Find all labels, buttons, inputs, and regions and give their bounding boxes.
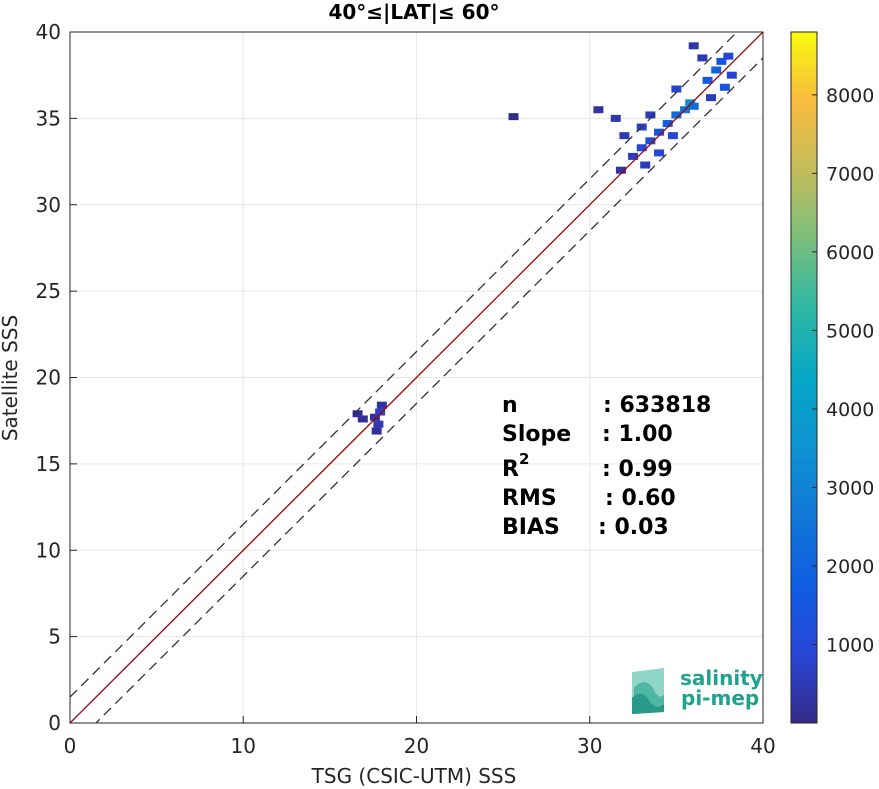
density-cell [376, 401, 387, 409]
y-axis-ticks: 0 5 10 15 20 25 30 35 40 [36, 20, 77, 735]
salinity-pi-mep-logo: salinity pi-mep [632, 666, 763, 714]
density-cell [645, 111, 656, 119]
stat-n-value: : 633818 [603, 393, 711, 418]
reference-line [95, 57, 763, 723]
logo-text-salinity: salinity [680, 666, 763, 690]
logo-text-pi-mep: pi-mep [681, 686, 759, 710]
density-cell [711, 66, 722, 74]
stat-bias-label: BIAS [502, 515, 560, 540]
density-cells [352, 42, 737, 435]
colorbar-tick-label: 2000 [826, 556, 874, 578]
wave-logo-icon [632, 668, 664, 714]
density-cell [688, 42, 699, 50]
density-cell [610, 114, 621, 122]
density-cell [667, 132, 678, 140]
density-cell [706, 94, 717, 102]
density-cell [697, 54, 708, 62]
colorbar [790, 31, 818, 724]
stat-r2-value: : 0.99 [602, 457, 673, 482]
stat-n-label: n [502, 393, 518, 418]
y-tick-label: 0 [48, 711, 61, 735]
density-cell [645, 137, 656, 145]
stat-rms-label: RMS [502, 486, 557, 511]
stat-bias-value: : 0.03 [598, 515, 669, 540]
density-cell [726, 71, 737, 79]
reference-line [70, 32, 738, 698]
density-cell [371, 427, 382, 435]
stat-slope-label: Slope [502, 422, 571, 447]
stat-slope-value: : 1.00 [602, 422, 673, 447]
density-cell [615, 166, 626, 174]
density-cell [719, 83, 730, 91]
stat-rms-value: : 0.60 [605, 486, 676, 511]
stat-r2-superscript: 2 [519, 450, 529, 468]
density-cell [357, 415, 368, 423]
density-cell [508, 113, 519, 121]
density-cell [373, 420, 384, 428]
colorbar-tick-label: 6000 [826, 242, 874, 264]
stats-box: n : 633818 Slope : 1.00 R 2 : 0.99 RMS :… [502, 393, 711, 540]
x-tick-label: 30 [577, 734, 602, 758]
reference-lines [70, 32, 763, 723]
chart-title: 40°≤|LAT|≤ 60° [328, 0, 499, 24]
y-tick-label: 10 [36, 538, 61, 562]
density-cell [369, 413, 380, 421]
density-cell [671, 85, 682, 93]
density-cell [716, 57, 727, 65]
density-cell [640, 161, 651, 169]
stat-r2-label: R [502, 457, 519, 482]
colorbar-tick-label: 1000 [826, 634, 874, 656]
density-cell [654, 128, 665, 136]
colorbar-tick-label: 8000 [826, 85, 874, 107]
y-tick-label: 5 [48, 625, 61, 649]
density-cell [636, 144, 647, 152]
density-cell [662, 120, 673, 128]
colorbar-tick-label: 7000 [826, 163, 874, 185]
colorbar-tick-label: 5000 [826, 320, 874, 342]
x-axis-label: TSG (CSIC-UTM) SSS [311, 764, 517, 788]
density-cell [723, 52, 734, 60]
reference-line [70, 32, 763, 723]
y-tick-label: 25 [36, 279, 61, 303]
colorbar-ticks: 1000 2000 3000 4000 5000 6000 7000 8000 [812, 85, 874, 656]
colorbar-tick-label: 3000 [826, 477, 874, 499]
x-tick-label: 20 [404, 734, 429, 758]
density-cell [352, 410, 363, 418]
density-cell [671, 111, 682, 119]
density-cell [702, 76, 713, 84]
y-axis-label: Satellite SSS [0, 315, 22, 441]
density-cell [628, 152, 639, 160]
y-tick-label: 20 [36, 366, 61, 390]
colorbar-tick-label: 4000 [826, 399, 874, 421]
x-tick-label: 0 [64, 734, 77, 758]
density-cell [688, 102, 699, 110]
y-tick-label: 40 [36, 20, 61, 44]
x-tick-label: 10 [231, 734, 256, 758]
density-cell [654, 149, 665, 157]
y-tick-label: 15 [36, 452, 61, 476]
y-tick-label: 35 [36, 106, 61, 130]
density-cell [619, 132, 630, 140]
density-cell [375, 408, 386, 416]
x-tick-label: 40 [750, 734, 775, 758]
x-axis-ticks: 0 10 20 30 40 [64, 716, 776, 758]
density-cell [593, 106, 604, 114]
y-tick-label: 30 [36, 193, 61, 217]
